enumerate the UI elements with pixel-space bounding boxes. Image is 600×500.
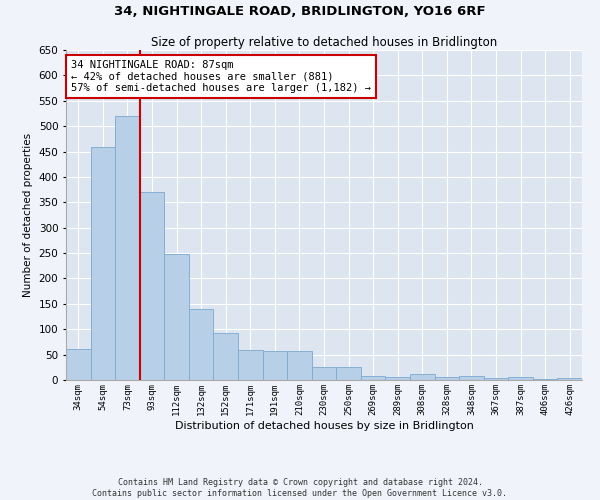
Text: 34 NIGHTINGALE ROAD: 87sqm
← 42% of detached houses are smaller (881)
57% of sem: 34 NIGHTINGALE ROAD: 87sqm ← 42% of deta… [71,60,371,93]
Bar [434,378,459,380]
Bar [336,368,361,380]
Bar [361,376,385,380]
Bar [410,374,434,380]
Bar [484,378,508,380]
Bar [66,348,91,380]
Bar [385,378,410,380]
Title: Size of property relative to detached houses in Bridlington: Size of property relative to detached ho… [151,36,497,49]
Bar [238,350,263,380]
Text: Contains HM Land Registry data © Crown copyright and database right 2024.
Contai: Contains HM Land Registry data © Crown c… [92,478,508,498]
Bar [557,378,582,380]
Bar [91,148,115,380]
Bar [459,376,484,380]
Bar [164,254,189,380]
Bar [508,378,533,380]
Bar [214,333,238,380]
Bar [533,379,557,380]
Bar [140,192,164,380]
Text: 34, NIGHTINGALE ROAD, BRIDLINGTON, YO16 6RF: 34, NIGHTINGALE ROAD, BRIDLINGTON, YO16 … [114,5,486,18]
Bar [115,116,140,380]
Bar [312,368,336,380]
Bar [287,351,312,380]
X-axis label: Distribution of detached houses by size in Bridlington: Distribution of detached houses by size … [175,420,473,430]
Y-axis label: Number of detached properties: Number of detached properties [23,133,33,297]
Bar [263,350,287,380]
Bar [189,309,214,380]
